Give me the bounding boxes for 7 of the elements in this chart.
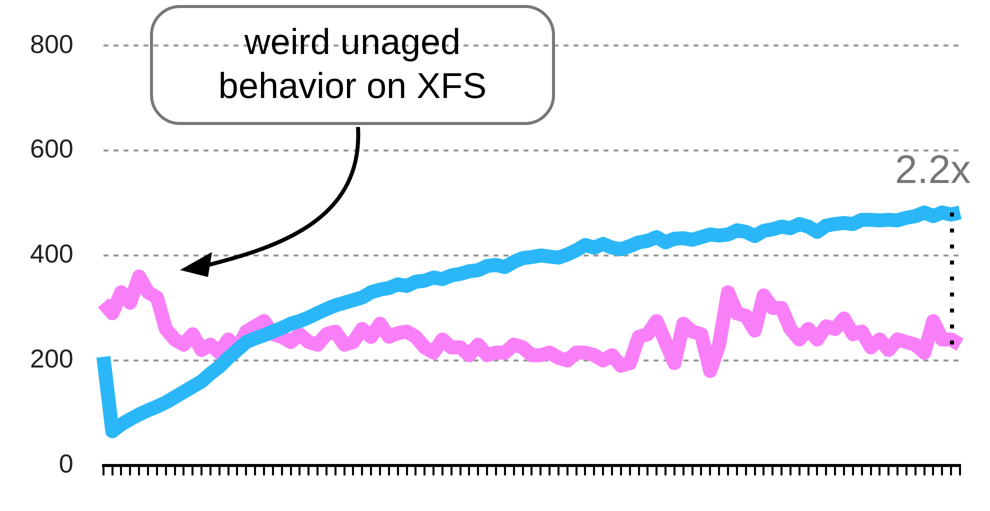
y-tick-label: 0 <box>58 448 74 479</box>
y-tick-label: 600 <box>30 134 74 164</box>
y-tick-label: 200 <box>30 344 74 374</box>
annotation: 2.2x <box>895 148 971 193</box>
y-tick-label: 400 <box>30 238 74 269</box>
y-tick-label: 800 <box>30 28 74 59</box>
annotation: weird unaged behavior on XFS <box>217 20 488 108</box>
